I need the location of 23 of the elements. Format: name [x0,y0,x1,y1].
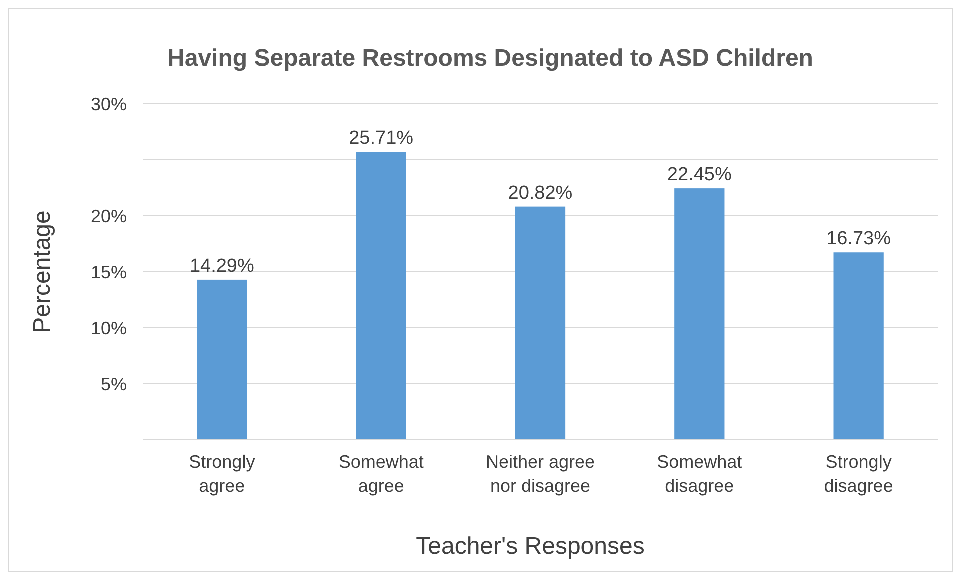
y-tick-label: 30% [90,94,127,114]
x-tick-label: Strongly agree [189,452,256,496]
data-label: 22.45% [667,164,732,186]
y-tick-label: 5% [100,374,127,394]
data-label: 25.71% [349,128,414,150]
x-tick-label: Somewhat disagree [657,452,742,496]
chart-title: Having Separate Restrooms Designated to ASD Children [168,45,814,72]
bar [356,152,406,440]
bar [515,206,566,440]
data-label: 16.73% [826,228,892,250]
x-tick-label: Somewhat agree [338,452,424,496]
y-axis-title: Percentage [29,210,56,334]
bar [197,280,248,440]
y-tick-label: 10% [90,318,127,338]
y-tick-label: 20% [90,206,127,226]
bar [834,252,884,440]
data-label: 14.29% [190,256,254,277]
data-label: 20.82% [508,182,573,204]
y-tick-label: 15% [90,262,127,282]
bar [674,188,725,440]
x-axis-title: Teacher's Responses [416,533,645,560]
x-tick-label: Strongly disagree [824,452,894,496]
x-tick-label: Neither agree nor disagree [486,452,596,496]
